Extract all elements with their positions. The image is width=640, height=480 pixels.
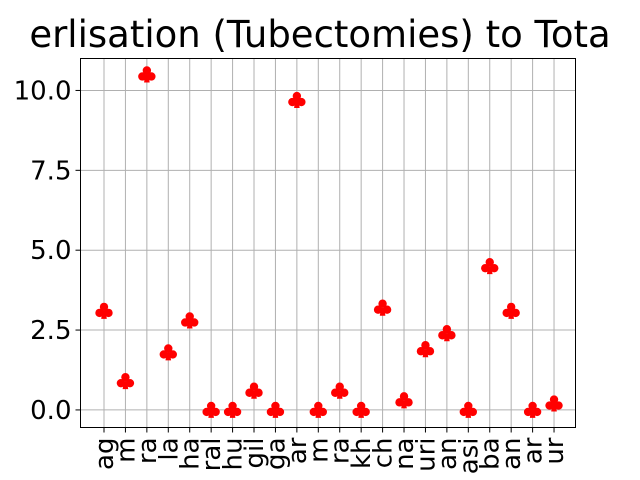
data-point: [523, 401, 542, 418]
x-tick-label: ch: [369, 438, 399, 469]
y-tick-label: 10.0: [14, 76, 72, 106]
x-tick-label: uri: [411, 438, 441, 472]
data-point: [502, 302, 520, 319]
x-axis: agmralaharalhugilgaarmrakhchnaurianasiba…: [90, 427, 570, 475]
y-tick-label: 5.0: [30, 236, 71, 266]
data-point: [181, 312, 199, 329]
data-points: [95, 66, 563, 418]
x-tick-label: ar: [283, 437, 313, 464]
data-point: [309, 401, 327, 418]
data-point: [331, 382, 349, 399]
y-tick-label: 0.0: [30, 396, 71, 426]
x-tick-label: ar: [519, 437, 549, 464]
x-tick-label: an: [497, 438, 527, 470]
x-tick-label: ba: [476, 438, 506, 470]
data-point: [138, 66, 156, 83]
x-tick-label: ha: [176, 438, 206, 470]
data-point: [352, 401, 370, 418]
y-tick-label: 7.5: [30, 156, 71, 186]
x-tick-label: la: [154, 438, 184, 461]
data-point: [459, 401, 478, 418]
data-point: [395, 392, 413, 409]
y-tick-label: 2.5: [30, 316, 71, 346]
x-tick-label: ral: [197, 438, 227, 472]
x-tick-label: gil: [240, 438, 270, 469]
data-point: [288, 91, 306, 109]
x-tick-label: asi: [454, 438, 484, 475]
data-point: [481, 257, 499, 275]
data-point: [545, 395, 563, 412]
x-tick-label: na: [390, 438, 420, 470]
grid-layer: [80, 58, 576, 428]
x-tick-label: m: [304, 438, 334, 463]
data-point: [416, 341, 435, 358]
data-point: [223, 401, 242, 418]
data-point: [95, 302, 113, 319]
data-point: [373, 299, 392, 316]
x-tick-label: hu: [219, 438, 249, 471]
data-point: [266, 401, 285, 418]
data-point: [159, 344, 177, 361]
x-tick-label: kh: [347, 438, 377, 470]
x-tick-label: ga: [261, 438, 291, 470]
x-tick-label: ra: [133, 438, 163, 465]
data-point: [116, 372, 135, 390]
x-tick-label: ag: [90, 438, 120, 470]
x-tick-label: m: [111, 438, 141, 463]
chart-title: erlisation (Tubectomies) to Tota: [29, 13, 610, 56]
y-axis: 0.0 2.5 5.0 7.5 10.0: [14, 76, 81, 426]
plot-frame: [80, 58, 576, 428]
x-tick-label: ra: [326, 438, 356, 465]
x-tick-label: an: [433, 438, 463, 470]
data-point: [438, 325, 456, 342]
data-point: [245, 382, 263, 399]
data-point: [202, 401, 220, 418]
x-tick-label: ur: [540, 437, 570, 464]
